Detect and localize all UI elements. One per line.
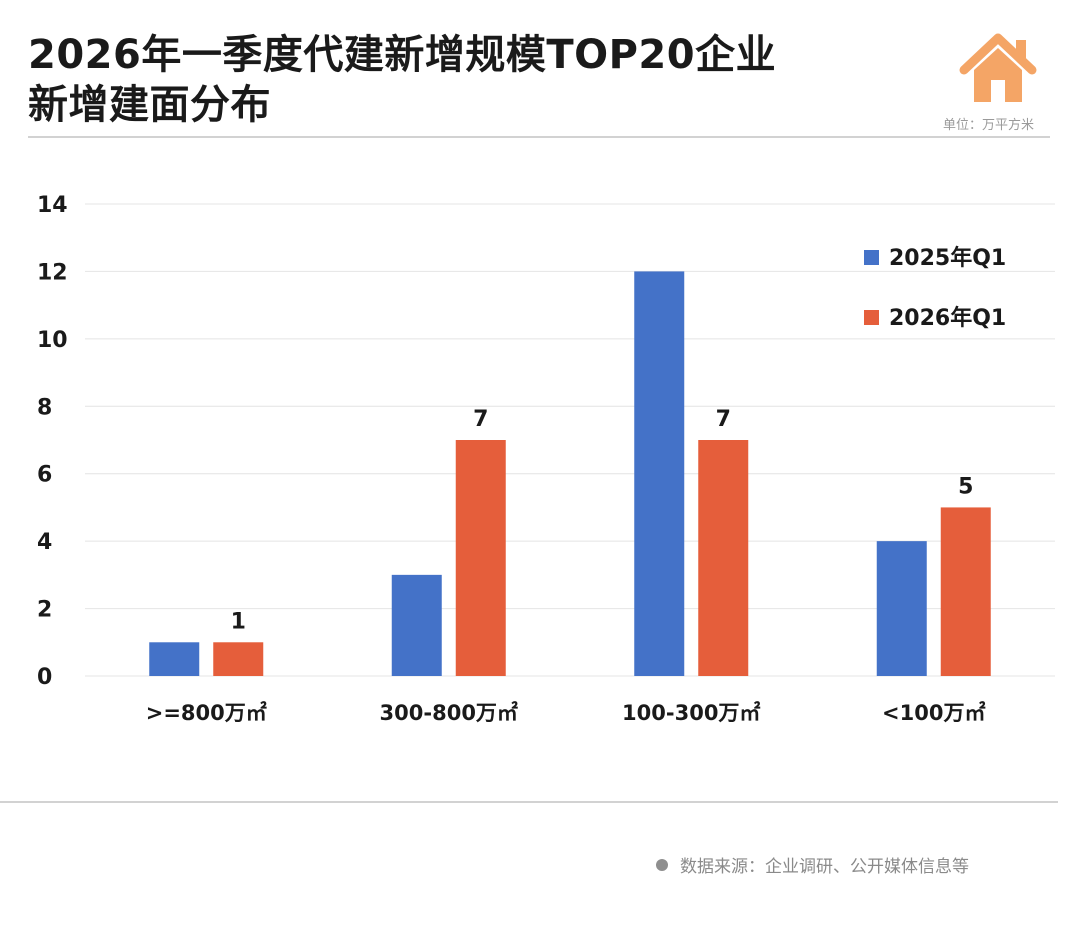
data-source-text: 数据来源：企业调研、公开媒体信息等 <box>680 857 969 877</box>
y-tick-label: 10 <box>37 328 68 353</box>
chart-title-line-2: 新增建面分布 <box>28 82 271 128</box>
legend-label: 2026年Q1 <box>889 305 1006 331</box>
y-tick-label: 8 <box>37 395 52 420</box>
chart-title-line-1: 2026年一季度代建新增规模TOP20企业 <box>28 32 777 78</box>
unit-label: 单位：万平方米 <box>942 118 1034 133</box>
bar-2026 <box>455 440 506 676</box>
legend-label: 2025年Q1 <box>889 245 1006 271</box>
legend-swatch <box>864 310 879 325</box>
bar-2026 <box>213 642 264 676</box>
bar-2026 <box>698 440 749 676</box>
x-tick-label: <100万㎡ <box>882 701 985 725</box>
x-tick-label: 100-300万㎡ <box>622 701 760 725</box>
y-tick-label: 2 <box>37 598 52 623</box>
y-tick-label: 12 <box>37 260 68 285</box>
house-icon <box>959 33 1037 102</box>
bar-chart: 0 2 4 6 8 10 12 14 1 >=800万㎡ 7 300-800万㎡ 7 100-300万㎡ 5… <box>37 193 1055 725</box>
legend-swatch <box>864 250 879 265</box>
bullet-icon <box>656 858 668 871</box>
data-label-2026: 7 <box>716 407 731 432</box>
y-tick-label: 14 <box>37 193 68 218</box>
bar-2025 <box>391 574 442 676</box>
chart-title: 2026年一季度代建新增规模TOP20企业 新增建面分布 <box>28 30 776 130</box>
y-tick-label: 4 <box>37 530 52 555</box>
data-source: 数据来源：企业调研、公开媒体信息等 <box>656 852 969 877</box>
footer-divider <box>0 801 1058 803</box>
bar-2025 <box>149 642 200 676</box>
data-label-2026: 7 <box>473 407 488 432</box>
bar-2025 <box>634 271 685 676</box>
header-divider <box>28 136 1050 138</box>
bar-2025 <box>876 541 927 676</box>
x-tick-label: >=800万㎡ <box>146 701 267 725</box>
y-tick-label: 0 <box>37 665 52 690</box>
bar-2026 <box>940 507 991 676</box>
x-tick-label: 300-800万㎡ <box>380 701 518 725</box>
y-tick-label: 6 <box>37 463 52 488</box>
data-label-2026: 5 <box>958 474 973 499</box>
data-label-2026: 1 <box>231 609 246 634</box>
